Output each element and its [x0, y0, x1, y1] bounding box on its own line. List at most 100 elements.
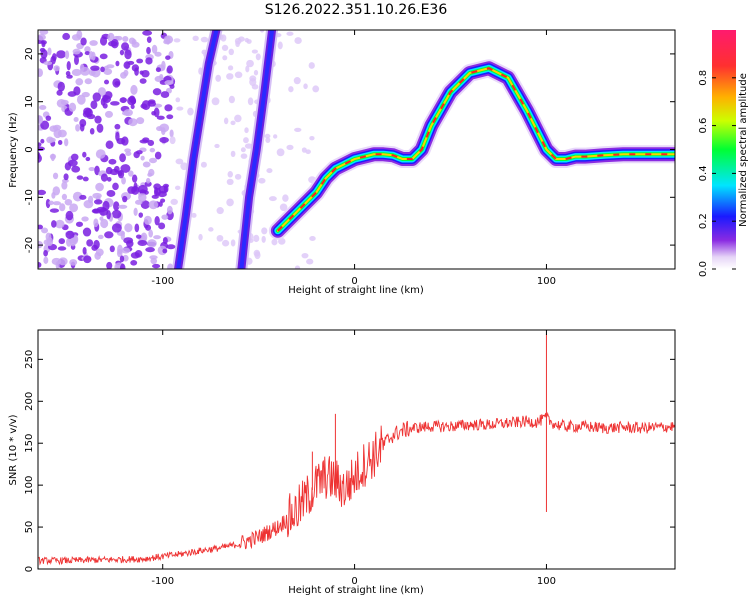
noise-blob	[85, 156, 91, 162]
noise-blob	[65, 210, 74, 221]
noise-blob	[301, 252, 309, 259]
noise-blob	[264, 133, 271, 139]
noise-blob	[106, 209, 111, 220]
noise-blob	[92, 92, 101, 102]
noise-blob	[75, 78, 84, 86]
noise-blob	[59, 203, 66, 212]
noise-blob	[286, 31, 294, 36]
noise-blob	[82, 151, 87, 158]
noise-blob	[56, 50, 66, 59]
noise-blob	[142, 161, 151, 168]
noise-blob	[162, 237, 168, 244]
snr-xtick-label: 100	[537, 576, 556, 587]
noise-blob	[110, 38, 119, 49]
noise-blob	[169, 129, 174, 138]
noise-blob	[38, 115, 44, 124]
noise-blob	[116, 137, 126, 145]
noise-blob	[61, 193, 68, 201]
noise-blob	[106, 176, 112, 182]
noise-blob	[211, 97, 220, 106]
noise-blob	[113, 165, 120, 173]
noise-blob	[121, 176, 126, 185]
snr-ytick-label: 200	[24, 392, 35, 411]
noise-blob	[230, 150, 236, 158]
noise-blob	[76, 94, 86, 105]
noise-blob	[151, 194, 159, 199]
noise-blob	[243, 137, 249, 144]
noise-blob	[47, 47, 52, 56]
noise-blob	[170, 198, 178, 205]
noise-blob	[53, 65, 60, 72]
noise-blob	[121, 247, 131, 254]
noise-blob	[234, 114, 242, 123]
noise-blob	[106, 190, 116, 197]
noise-blob	[251, 49, 259, 54]
snr-ytick-label: 0	[24, 566, 35, 572]
noise-blob	[149, 157, 158, 164]
noise-blob	[273, 134, 278, 139]
noise-blob	[38, 240, 43, 249]
noise-blob	[160, 198, 166, 203]
noise-blob	[136, 117, 145, 125]
noise-blob	[244, 127, 249, 134]
snr-frame	[37, 329, 676, 570]
noise-blob	[153, 235, 161, 240]
noise-blob	[97, 234, 104, 240]
noise-blob	[147, 139, 155, 147]
noise-blob	[109, 245, 115, 253]
noise-blob	[52, 201, 61, 206]
noise-blob	[240, 153, 248, 159]
noise-blob	[38, 34, 46, 41]
colorbar: 0.0 0.2 0.4 0.6 0.8 Normalized spectral ampl…	[698, 30, 749, 277]
noise-blob	[187, 107, 194, 116]
noise-blob	[71, 68, 82, 77]
noise-blob	[147, 172, 153, 177]
noise-blob	[146, 36, 152, 43]
noise-blob	[51, 257, 62, 266]
noise-blob	[45, 115, 52, 121]
noise-blob	[69, 259, 78, 266]
noise-blob	[244, 37, 250, 43]
noise-blob	[55, 219, 65, 229]
noise-blob	[294, 127, 302, 132]
noise-blob	[145, 57, 153, 65]
top-ytick-label: 20	[24, 48, 35, 61]
noise-blob	[226, 178, 234, 186]
noise-blob	[244, 143, 253, 149]
noise-blob	[154, 151, 162, 160]
noise-blob	[104, 79, 110, 85]
noise-blob	[99, 216, 104, 221]
noise-blob	[57, 246, 67, 251]
noise-blob	[119, 49, 125, 56]
noise-blob	[228, 95, 235, 104]
top-xtick-label: 100	[537, 276, 556, 287]
noise-blob	[125, 151, 132, 156]
noise-blob	[166, 244, 176, 250]
noise-blob	[96, 123, 104, 133]
noise-blob	[88, 51, 94, 60]
noise-blob	[174, 185, 181, 191]
noise-blob	[144, 181, 152, 187]
noise-blob	[121, 110, 130, 116]
noise-blob	[133, 207, 138, 217]
colorbar-gradient	[712, 30, 736, 269]
noise-blob	[82, 176, 89, 182]
noise-blob	[62, 32, 71, 41]
noise-blob	[133, 151, 140, 159]
top-ytick-label: 0	[24, 146, 35, 152]
noise-blob	[76, 30, 83, 40]
figure-title: S126.2022.351.10.26.E36	[265, 2, 448, 18]
noise-blob	[258, 177, 266, 184]
noise-blob	[268, 196, 277, 202]
noise-blob	[240, 147, 246, 153]
noise-blob	[288, 86, 294, 93]
noise-blob	[81, 91, 90, 98]
noise-blob	[114, 123, 121, 130]
noise-blob	[72, 48, 81, 55]
noise-blob	[82, 227, 92, 237]
noise-blob	[115, 60, 120, 67]
noise-blob	[120, 263, 126, 269]
noise-blob	[150, 257, 158, 265]
noise-blob	[108, 158, 117, 165]
noise-blob	[282, 194, 289, 202]
